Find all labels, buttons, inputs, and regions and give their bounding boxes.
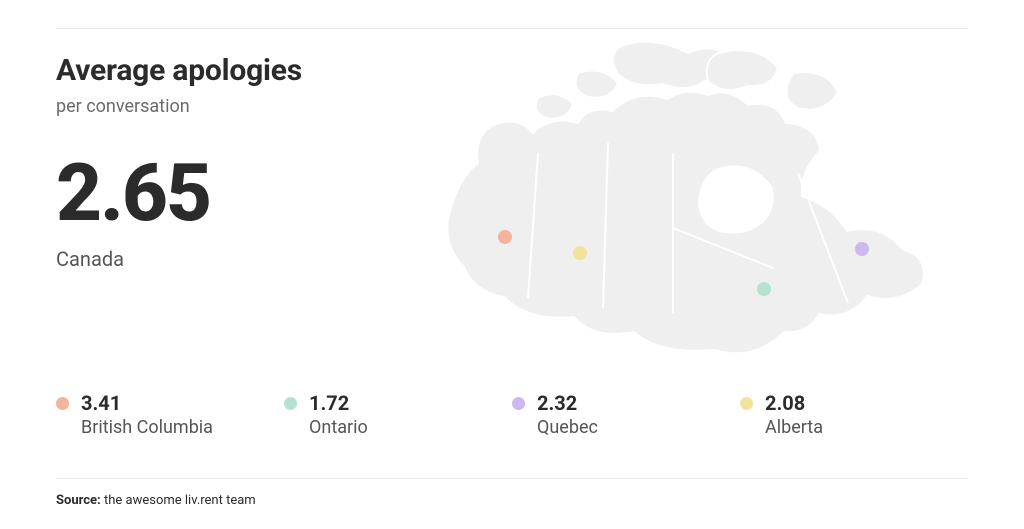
legend-value: 2.08 [765,391,823,415]
legend-dot-icon [56,397,69,410]
legend-dot-icon [284,397,297,410]
map-dot-icon [573,246,587,260]
legend-row: 3.41British Columbia 1.72Ontario 2.32Quebe… [56,391,968,438]
stat-column: Average apologies per conversation 2.65 … [56,53,376,271]
overall-value: 2.65 [56,153,376,233]
source-line: Source: the awesome liv.rent team [56,493,968,508]
legend-value: 2.32 [537,391,598,415]
map-dot-icon [855,242,869,256]
legend-dot-icon [740,397,753,410]
legend-label: Ontario [309,417,368,438]
legend-label: Alberta [765,417,823,438]
legend-dot-icon [512,397,525,410]
legend-label: British Columbia [81,417,213,438]
upper-row: Average apologies per conversation 2.65 … [56,53,968,363]
source-prefix: Source: [56,493,101,508]
subtitle: per conversation [56,96,376,117]
source-text: the awesome liv.rent team [104,493,256,508]
legend-item: 3.41British Columbia [56,391,284,438]
legend-text: 3.41British Columbia [81,391,213,438]
top-rule [56,28,968,29]
legend-text: 1.72Ontario [309,391,368,438]
map-landmass [447,42,923,354]
legend-value: 1.72 [309,391,368,415]
map-dot-icon [498,230,512,244]
map-dot-icon [757,282,771,296]
title: Average apologies [56,53,376,88]
legend-item: 1.72Ontario [284,391,512,438]
legend-item: 2.32Quebec [512,391,740,438]
overall-label: Canada [56,247,376,271]
legend-value: 3.41 [81,391,213,415]
legend-item: 2.08Alberta [740,391,968,438]
legend-text: 2.08Alberta [765,391,823,438]
infographic-card: Average apologies per conversation 2.65 … [0,0,1024,529]
canada-map [418,33,978,363]
bottom-rule: Source: the awesome liv.rent team [56,478,968,508]
legend-label: Quebec [537,417,598,438]
legend-text: 2.32Quebec [537,391,598,438]
map-column [396,53,968,353]
